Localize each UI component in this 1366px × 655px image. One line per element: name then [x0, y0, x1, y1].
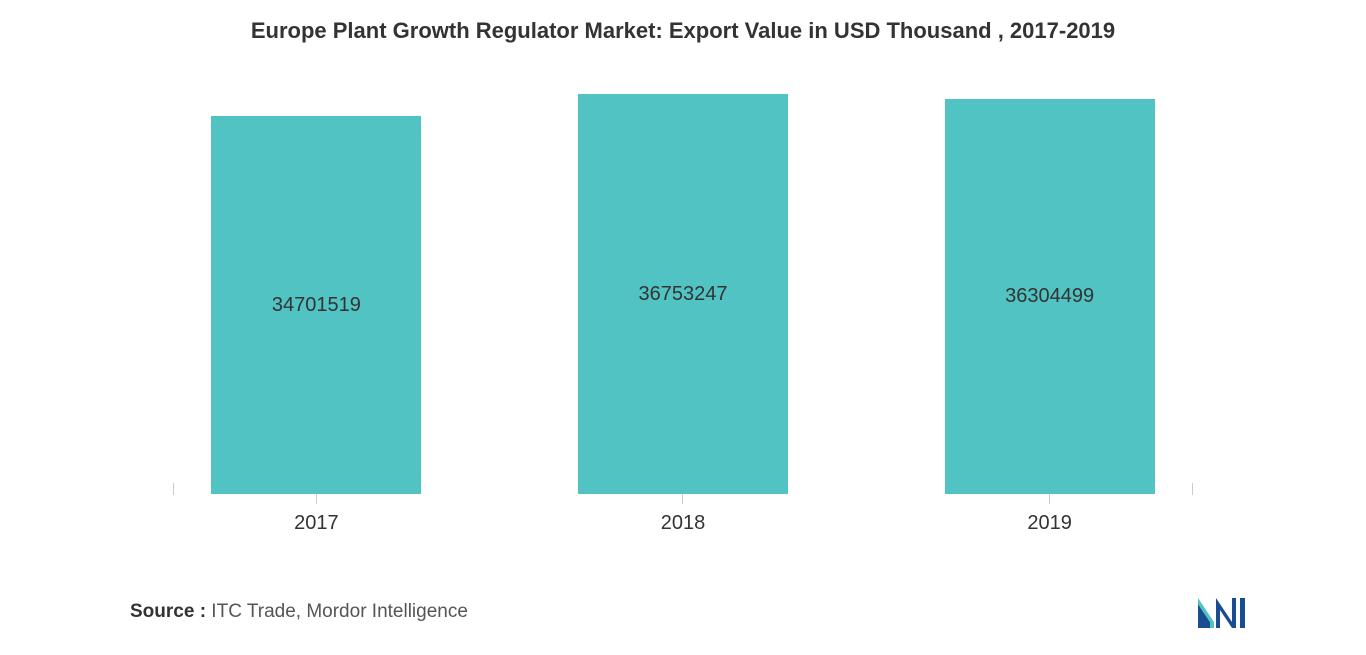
mordor-logo-icon	[1196, 594, 1256, 630]
bar-group-2: 36304499	[920, 99, 1180, 494]
bar-value-label-2: 36304499	[1005, 285, 1094, 308]
chart-plot-area: 34701519 36753247 36304499	[133, 74, 1233, 494]
chart-footer: Source : ITC Trade, Mordor Intelligence	[0, 594, 1366, 630]
chart-title: Europe Plant Growth Regulator Market: Ex…	[0, 0, 1366, 54]
x-axis: 2017 2018 2019	[133, 494, 1233, 535]
x-tick-line-1	[682, 494, 683, 504]
bar-group-0: 34701519	[186, 116, 446, 494]
x-tick-0: 2017	[186, 494, 446, 535]
bar-0: 34701519	[211, 116, 421, 494]
bar-value-label-0: 34701519	[272, 294, 361, 317]
x-tick-1: 2018	[553, 494, 813, 535]
x-label-2: 2019	[1027, 512, 1072, 535]
bar-value-label-1: 36753247	[638, 283, 727, 306]
source-citation: Source : ITC Trade, Mordor Intelligence	[130, 601, 468, 623]
bar-group-1: 36753247	[553, 94, 813, 494]
x-tick-2: 2019	[920, 494, 1180, 535]
x-tick-line-2	[1049, 494, 1050, 504]
source-label: Source :	[130, 601, 206, 622]
x-label-1: 2018	[661, 512, 706, 535]
bar-1: 36753247	[578, 94, 788, 494]
x-label-0: 2017	[294, 512, 339, 535]
bar-2: 36304499	[945, 99, 1155, 494]
x-tick-line-0	[316, 494, 317, 504]
source-value: ITC Trade, Mordor Intelligence	[206, 601, 468, 622]
